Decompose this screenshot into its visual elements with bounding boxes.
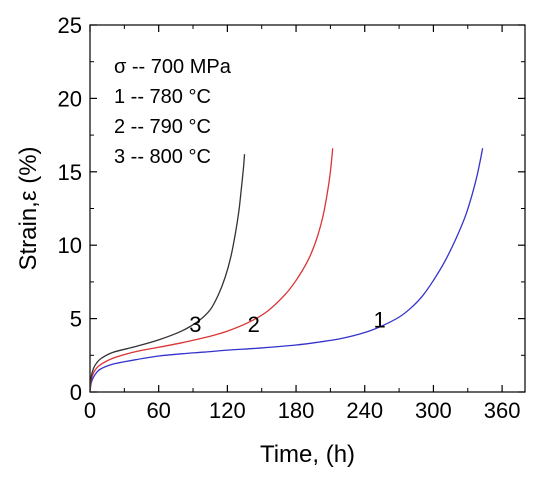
y-axis-title: Strain,ε (%) <box>15 146 42 270</box>
series-line-2 <box>89 148 334 393</box>
y-tick-label: 15 <box>58 160 82 185</box>
x-tick-label: 60 <box>146 398 170 423</box>
curve-label-3: 3 <box>189 312 201 337</box>
x-tick-label: 180 <box>278 398 315 423</box>
x-axis-title: Time, (h) <box>260 441 355 468</box>
curve-labels: 1 2 3 <box>189 307 386 336</box>
x-tick-label: 240 <box>346 398 383 423</box>
legend-entry: σ -- 700 MPa <box>114 56 232 78</box>
x-tick-label: 0 <box>84 398 96 423</box>
x-tick-label: 360 <box>484 398 521 423</box>
y-tick-label: 0 <box>70 380 82 405</box>
y-tick-label: 25 <box>58 13 82 38</box>
x-tick-label: 120 <box>209 398 246 423</box>
plot-frame-group <box>89 24 526 393</box>
y-tick-label: 10 <box>58 233 82 258</box>
curve-label-1: 1 <box>373 307 385 332</box>
y-tick-label: 5 <box>70 307 82 332</box>
data-series <box>89 148 484 393</box>
legend-entry: 2 -- 790 °C <box>114 116 211 138</box>
curve-label-2: 2 <box>248 312 260 337</box>
axis-ticks: 0 60 120 180 240 300 360 0 5 10 15 20 25 <box>58 13 525 423</box>
legend: σ -- 700 MPa 1 -- 780 °C 2 -- 790 °C 3 -- 8… <box>114 56 232 168</box>
y-tick-label: 20 <box>58 86 82 111</box>
x-tick-label: 300 <box>415 398 452 423</box>
legend-entry: 1 -- 780 °C <box>114 86 211 108</box>
plot-frame <box>89 24 526 393</box>
legend-entry: 3 -- 800 °C <box>114 146 211 168</box>
series-line-3 <box>89 154 246 393</box>
series-line-1 <box>89 148 484 393</box>
